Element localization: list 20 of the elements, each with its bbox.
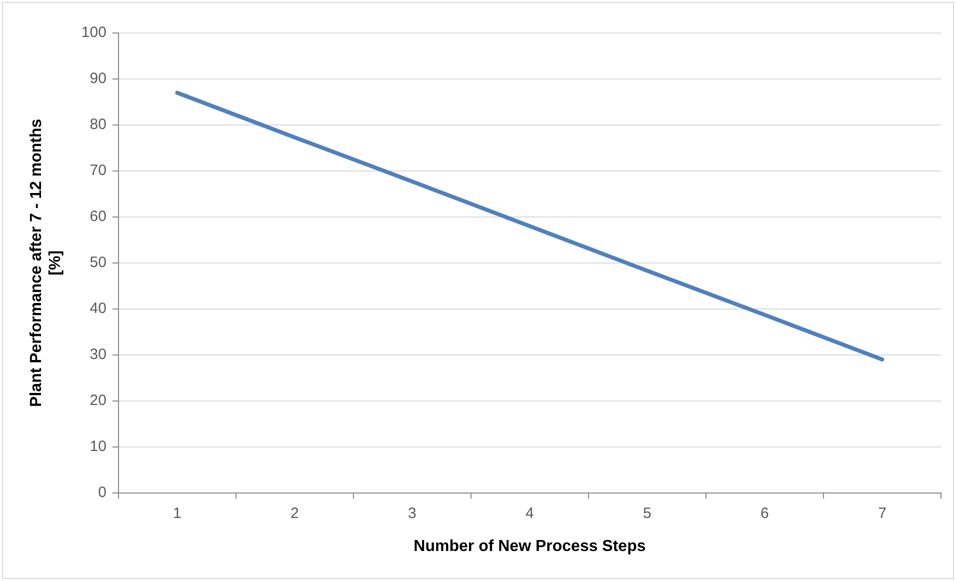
y-tick-label: 90 xyxy=(90,70,106,88)
x-tick-label: 2 xyxy=(290,504,299,522)
x-tick-label: 1 xyxy=(173,504,182,522)
x-tick-label: 6 xyxy=(760,504,769,522)
y-axis-title: Plant Performance after 7 - 12 months [%] xyxy=(28,118,64,407)
y-tick-label: 70 xyxy=(90,162,106,180)
y-tick-label: 20 xyxy=(90,392,106,409)
y-tick-label: 0 xyxy=(98,484,106,501)
y-tick-label: 10 xyxy=(90,438,106,455)
y-tick-label: 50 xyxy=(90,254,106,272)
x-tick-label: 7 xyxy=(878,504,886,522)
y-tick-label: 80 xyxy=(90,116,106,134)
x-tick-label: 3 xyxy=(408,504,416,522)
x-tick-label: 4 xyxy=(526,504,534,522)
y-tick-label: 40 xyxy=(90,300,106,318)
x-tick-label: 5 xyxy=(643,504,652,522)
x-axis-title: Number of New Process Steps xyxy=(414,538,646,555)
y-tick-label: 100 xyxy=(81,24,106,42)
y-tick-label: 30 xyxy=(90,346,106,363)
y-tick-label: 60 xyxy=(90,208,106,226)
